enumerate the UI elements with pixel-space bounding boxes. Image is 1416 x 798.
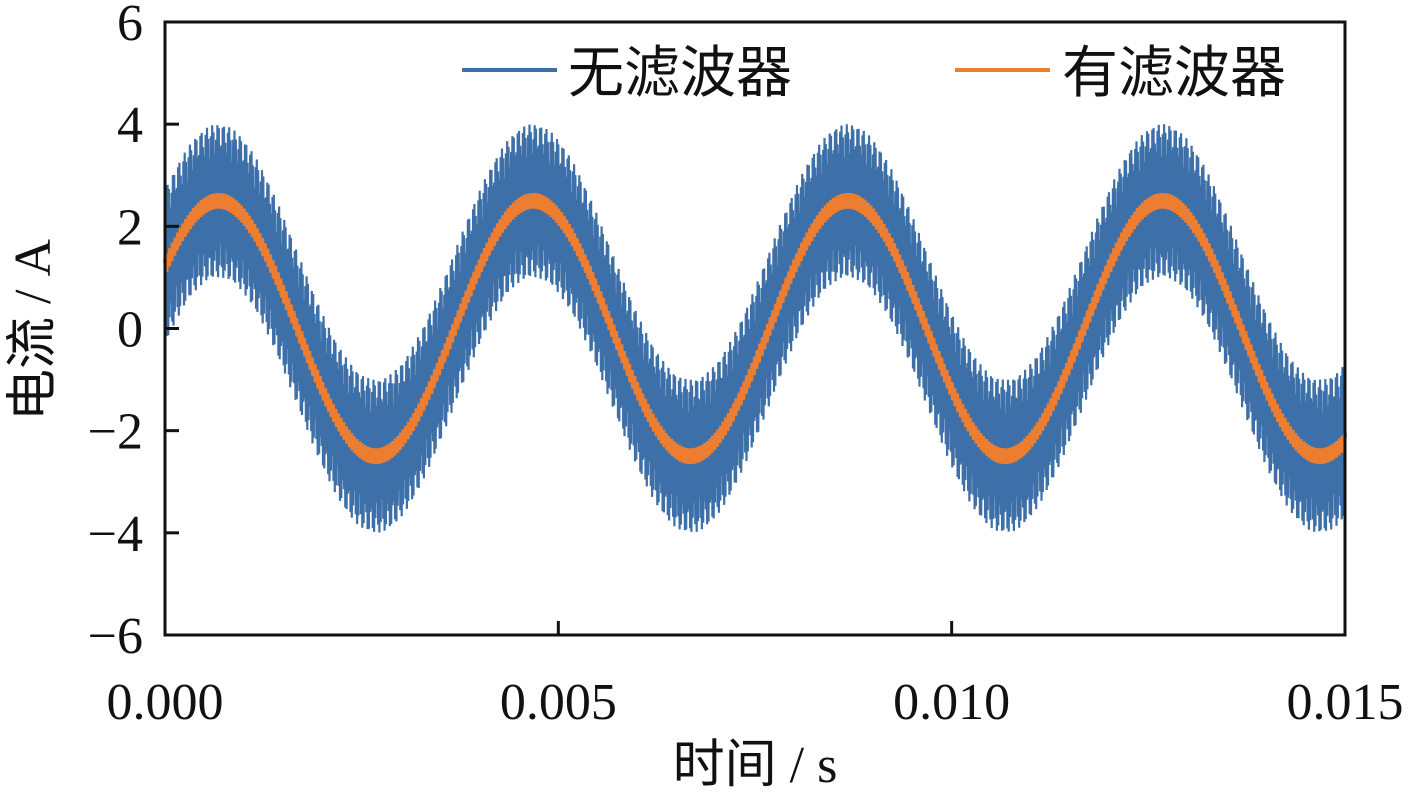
series-line-filtered — [163, 193, 1347, 465]
x-axis-title: 时间 / s — [673, 737, 838, 793]
series-layer — [163, 124, 1347, 533]
tick-layer: 6 4 2 0 −2 −4 −6 0.000 0.005 0.010 0.015 — [88, 0, 1404, 731]
y-tick-label: −4 — [88, 506, 143, 563]
y-tick-label: −2 — [88, 404, 143, 461]
x-tick-label: 0.010 — [893, 674, 1010, 731]
x-tick-label: 0.000 — [107, 674, 224, 731]
y-tick-label: 0 — [117, 302, 143, 359]
y-tick-label: 4 — [117, 97, 143, 154]
y-tick-label: 6 — [117, 0, 143, 52]
legend: 无滤波器 有滤波器 — [462, 43, 1286, 105]
y-tick-label: 2 — [117, 199, 143, 256]
legend-label: 有滤波器 — [1062, 43, 1286, 105]
series-line-unfiltered — [163, 124, 1347, 533]
x-tick-label: 0.015 — [1287, 674, 1404, 731]
y-axis-title: 电流 / A — [5, 239, 62, 421]
y-tick-label: −6 — [88, 608, 143, 665]
x-tick-label: 0.005 — [500, 674, 617, 731]
legend-label: 无滤波器 — [568, 43, 792, 105]
